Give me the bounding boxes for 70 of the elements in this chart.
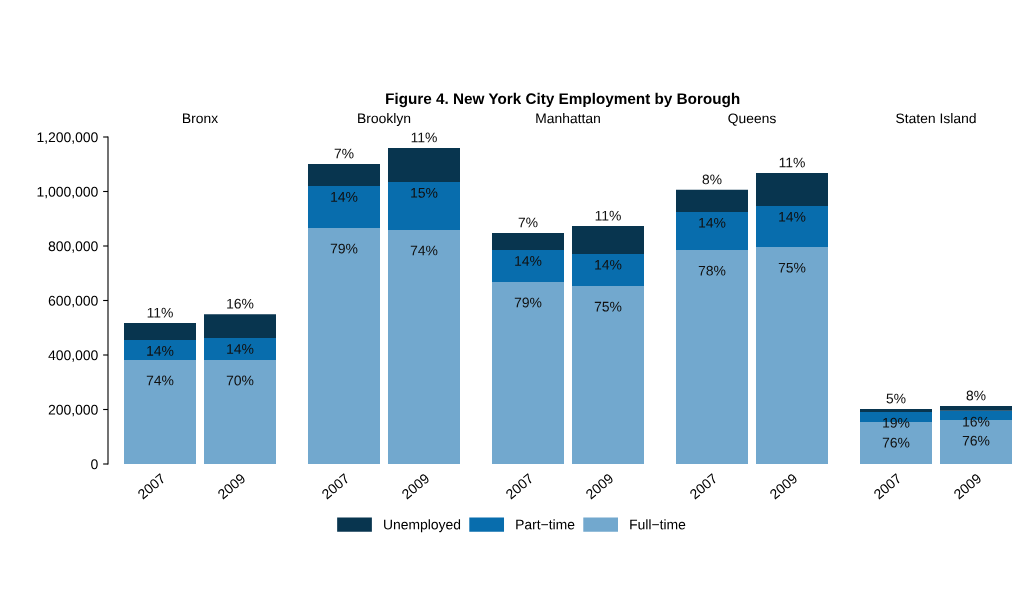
bar	[572, 286, 644, 464]
bar	[124, 340, 196, 360]
y-tick-label: 1,200,000	[37, 132, 98, 144]
bar	[756, 172, 828, 206]
legend-label: Full−time	[630, 519, 686, 530]
annotation: 75%	[778, 262, 806, 273]
bar	[572, 253, 644, 287]
y-tick-label: 200,000	[48, 404, 98, 417]
bar	[204, 359, 276, 464]
bar	[756, 247, 828, 464]
legend-label: Part−time	[516, 519, 575, 530]
y-tick-label: 600,000	[48, 295, 98, 308]
annotation: 7%	[518, 217, 538, 228]
bar	[388, 229, 460, 464]
bar	[492, 250, 564, 282]
annotation: 14%	[699, 217, 726, 228]
chart-title: Bronx	[183, 113, 218, 124]
chart-title: Manhattan	[536, 113, 600, 124]
bar	[756, 205, 828, 248]
bar	[124, 359, 196, 464]
annotation: 8%	[966, 390, 986, 401]
annotation: 11%	[595, 210, 621, 221]
bar	[676, 211, 748, 251]
bar	[308, 163, 380, 187]
annotation: 75%	[594, 301, 622, 312]
bar	[388, 147, 460, 182]
annotation: 78%	[698, 265, 726, 276]
bar	[940, 405, 1012, 411]
annotation: 16%	[227, 298, 254, 309]
annotation: 14%	[515, 256, 542, 266]
annotation: 74%	[410, 245, 438, 256]
bar	[388, 181, 460, 230]
y-tick-label: 0	[91, 459, 98, 470]
annotation: 74%	[146, 375, 174, 386]
annotation: 11%	[147, 307, 173, 318]
annotation: 8%	[702, 174, 722, 185]
caption: Figure 4. New York City Employment by Borough	[386, 92, 740, 108]
bar	[124, 323, 196, 341]
annotation: 15%	[411, 187, 438, 198]
legend-label: Unemployed	[384, 519, 461, 533]
bar	[308, 228, 380, 464]
chart-title: Queens	[728, 113, 776, 126]
annotation: 14%	[227, 344, 254, 354]
annotation: 76%	[882, 437, 910, 448]
annotation: 11%	[411, 132, 437, 143]
bar	[676, 189, 748, 212]
annotation: 14%	[779, 211, 806, 222]
annotation: 11%	[779, 157, 805, 168]
annotation: 70%	[226, 375, 254, 386]
annotation: 14%	[147, 346, 174, 356]
annotation: 79%	[330, 243, 358, 254]
annotation: 14%	[331, 192, 358, 202]
y-tick-label: 400,000	[48, 350, 98, 362]
bar	[308, 186, 380, 229]
bar	[572, 226, 644, 254]
bar	[492, 232, 564, 251]
bar	[860, 408, 932, 412]
bar	[204, 314, 276, 339]
y-tick-label: 800,000	[48, 241, 98, 253]
annotation: 76%	[962, 435, 990, 446]
annotation: 79%	[514, 297, 542, 308]
chart-title: Brooklyn	[358, 113, 411, 126]
annotation: 5%	[886, 393, 906, 404]
bar	[204, 338, 276, 360]
y-tick-label: 1,000,000	[37, 186, 98, 199]
bar	[492, 281, 564, 464]
bar	[676, 250, 748, 464]
chart-title: Staten Island	[896, 113, 976, 124]
annotation: 14%	[595, 259, 622, 270]
annotation: 7%	[334, 148, 354, 159]
